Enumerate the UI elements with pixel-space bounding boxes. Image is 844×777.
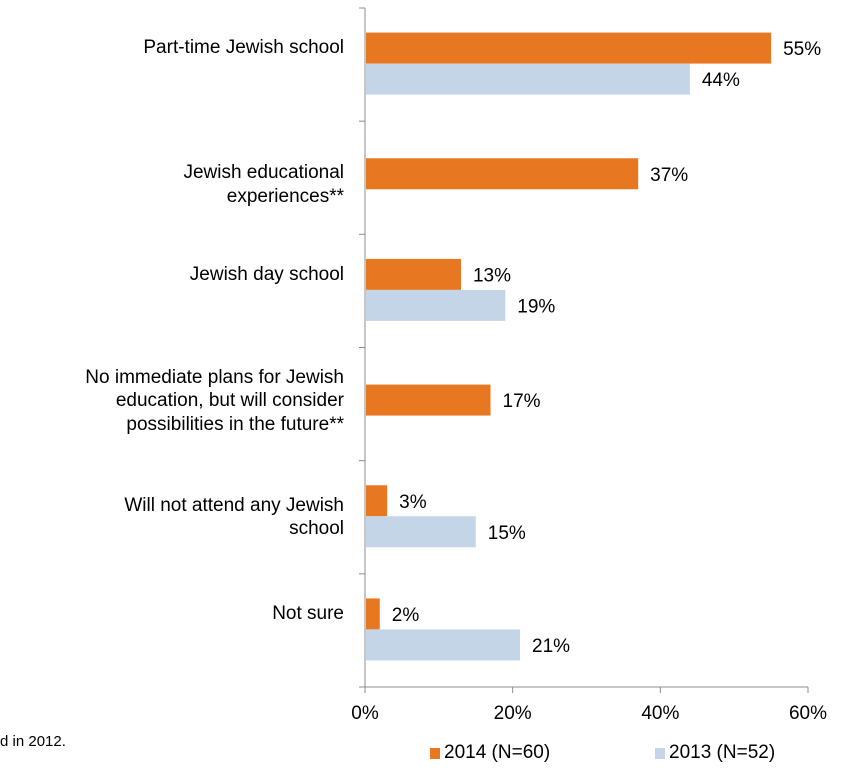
legend-swatch-2014 xyxy=(430,747,440,759)
category-label-2: Jewish day school xyxy=(0,263,344,287)
value-label-2014-5: 2% xyxy=(392,605,420,626)
bar-2014-1 xyxy=(366,158,639,190)
bar-2014-0 xyxy=(366,32,772,64)
legend-item-2013: 2013 (N=52) xyxy=(655,742,775,764)
bar-2013-0 xyxy=(366,63,690,95)
value-label-2014-3: 17% xyxy=(503,391,541,412)
value-label-2013-4: 15% xyxy=(488,523,526,544)
bar-2013-2 xyxy=(366,289,506,321)
bar-2013-4 xyxy=(366,516,476,548)
category-label-4: Will not attend any Jewish school xyxy=(0,494,344,541)
category-label-line: school xyxy=(289,518,344,540)
value-label-2013-0: 44% xyxy=(702,70,740,91)
category-label-line: Part-time Jewish school xyxy=(143,37,344,59)
category-label-line: education, but will consider xyxy=(115,390,344,412)
category-label-0: Part-time Jewish school xyxy=(0,36,344,60)
bar-2014-5 xyxy=(366,598,380,630)
bar-2014-2 xyxy=(366,258,461,290)
category-label-line: Will not attend any Jewish xyxy=(124,494,344,516)
category-label-5: Not sure xyxy=(0,602,344,626)
x-tick-label-0: 0% xyxy=(351,703,379,724)
bar-2013-5 xyxy=(366,629,521,661)
x-tick-label-1: 20% xyxy=(494,703,532,724)
value-label-2014-2: 13% xyxy=(473,265,511,286)
value-label-2013-2: 19% xyxy=(517,296,555,317)
category-label-line: Not sure xyxy=(272,603,344,625)
value-label-2014-1: 37% xyxy=(650,165,688,186)
legend-swatch-2013 xyxy=(655,747,665,759)
legend-label-2013: 2013 (N=52) xyxy=(669,742,776,763)
value-label-2014-4: 3% xyxy=(399,492,427,513)
category-label-line: Jewish day school xyxy=(189,263,344,285)
bar-2014-3 xyxy=(366,384,491,416)
value-label-2013-5: 21% xyxy=(532,636,570,657)
category-label-1: Jewish educational experiences** xyxy=(0,161,344,208)
category-label-line: No immediate plans for Jewish xyxy=(85,366,344,388)
category-label-line: possibilities in the future** xyxy=(126,413,344,435)
category-label-3: No immediate plans for Jewish education, … xyxy=(0,366,344,437)
category-label-line: Jewish educational xyxy=(183,162,344,184)
legend-item-2014: 2014 (N=60) xyxy=(430,742,550,764)
axes-group: 0% 20% 40% 60% xyxy=(351,7,827,724)
value-label-2014-0: 55% xyxy=(783,39,821,60)
x-tick-label-2: 40% xyxy=(641,703,679,724)
legend-label-2014: 2014 (N=60) xyxy=(444,742,551,763)
bar-2014-4 xyxy=(366,485,388,517)
footnote: d in 2012. xyxy=(0,733,66,750)
bars-group xyxy=(366,32,772,661)
x-tick-label-3: 60% xyxy=(789,703,827,724)
category-label-line: experiences** xyxy=(226,185,344,207)
value-labels-group: 55% 44% 37% 13% 19% 17% 3% 15% 2% 21% xyxy=(392,39,821,657)
